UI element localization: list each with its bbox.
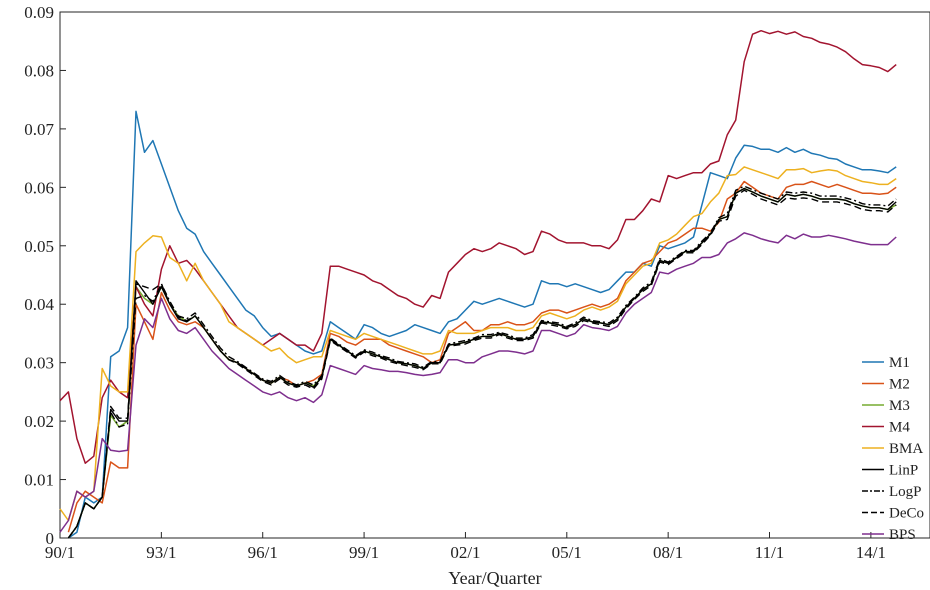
- series-line-linp: [67, 187, 897, 539]
- x-tick-label: 08/1: [653, 543, 683, 562]
- legend-label-m3: M3: [889, 398, 910, 414]
- legend-label-bps: BPS: [889, 527, 916, 543]
- y-tick-label: 0.09: [24, 3, 54, 22]
- y-tick-label: 0: [46, 529, 55, 548]
- y-tick-label: 0.08: [24, 61, 54, 80]
- series-layer: [59, 29, 897, 539]
- x-tick-label: 96/1: [248, 543, 278, 562]
- legend-label-logp: LogP: [889, 484, 922, 500]
- x-tick-label: 11/1: [755, 543, 785, 562]
- y-tick-label: 0.04: [24, 295, 54, 314]
- x-tick-label: 05/1: [552, 543, 582, 562]
- series-line-deco: [67, 189, 897, 539]
- y-tick-label: 0.02: [24, 412, 54, 431]
- x-tick-label: 14/1: [856, 543, 886, 562]
- legend-label-m2: M2: [889, 377, 910, 393]
- y-tick-label: 0.07: [24, 120, 54, 139]
- legend-label-m4: M4: [889, 420, 910, 436]
- x-axis: 90/1 93/1 96/1 99/1 02/1 05/1 08/1 11/1 14/1: [45, 532, 886, 562]
- legend-label-m1: M1: [889, 355, 910, 371]
- series-line-bps: [59, 232, 897, 533]
- series-line-m1: [67, 110, 897, 539]
- x-tick-label: 02/1: [450, 543, 480, 562]
- x-tick-label: 93/1: [146, 543, 176, 562]
- y-tick-label: 0.01: [24, 471, 54, 490]
- legend-label-bma: BMA: [889, 441, 923, 457]
- series-line-logp: [67, 185, 897, 539]
- x-tick-label: 99/1: [349, 543, 379, 562]
- plot-frame: [59, 11, 930, 539]
- x-tick-label: 90/1: [45, 543, 75, 562]
- y-tick-label: 0.06: [24, 178, 54, 197]
- y-tick-label: 0.03: [24, 354, 54, 373]
- series-line-bma: [59, 166, 897, 522]
- legend-label-deco: DeCo: [889, 506, 924, 522]
- y-tick-label: 0.05: [24, 237, 54, 256]
- series-line-m4: [59, 29, 897, 464]
- x-axis-title: Year/Quarter: [448, 568, 541, 588]
- y-axis: 0 0.01 0.02 0.03 0.04 0.05 0.06 0.07 0.08 0.09: [24, 3, 66, 548]
- legend: M1 M2 M3 M4 BMA LinP LogP DeCo BPS: [862, 355, 924, 543]
- legend-label-linp: LinP: [889, 463, 918, 479]
